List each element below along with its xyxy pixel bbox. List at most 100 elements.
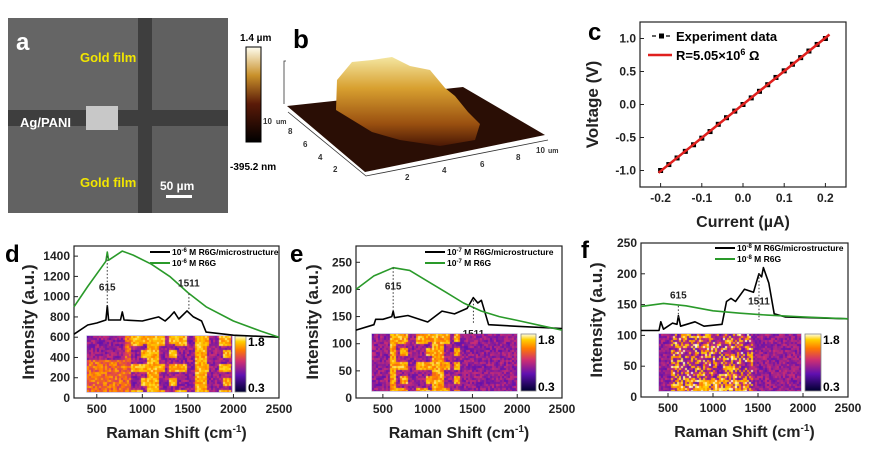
series-line [73, 305, 280, 338]
sers-mapping-image [372, 334, 517, 391]
afm-y-unit: um [276, 119, 287, 126]
x-axis-label-end: ) [241, 425, 246, 442]
series-line [657, 33, 831, 174]
legend-label-text: M R6G/microstructure [462, 247, 554, 257]
panel-letter-b: b [293, 24, 309, 54]
sers-mapping-image [87, 336, 232, 392]
afm-x-unit: um [548, 148, 559, 155]
y-tick-label: 1200 [43, 269, 70, 283]
y-tick-label: 250 [617, 236, 637, 250]
legend-label-text: M R6G [462, 258, 492, 268]
legend-label: 10-6 M R6G [172, 258, 216, 268]
legend-label-exp: -7 [456, 259, 462, 265]
y-tick-label: 0 [630, 390, 637, 404]
y-tick-label: 100 [617, 328, 637, 342]
series-line [641, 266, 849, 332]
y-tick-label: 0.0 [619, 98, 636, 112]
x-tick-label: 0.1 [776, 191, 793, 205]
legend-label: 10-6 M R6G/microstructure [172, 247, 279, 257]
y-tick-label: 150 [617, 298, 637, 312]
legend-label: 10-7 M R6G [447, 258, 491, 268]
y-tick-label: 200 [332, 282, 352, 296]
afm-colorbar-min: -395.2 nm [230, 162, 276, 173]
plot-frame [355, 245, 563, 399]
x-axis-label: Raman Shift (cm-1) [389, 424, 529, 442]
gold-film-label-top: Gold film [80, 50, 136, 65]
legend-label-exp: -6 [181, 248, 187, 254]
peak-label: 615 [670, 290, 687, 301]
x-tick-label: 2000 [790, 401, 817, 415]
y-tick-label: 800 [50, 310, 70, 324]
y-tick-label: 1.0 [619, 32, 636, 46]
y-tick-label: 1400 [43, 249, 70, 263]
legend-label-text: M R6G/microstructure [752, 243, 844, 253]
afm-y-tick-label: 2 [333, 165, 338, 174]
y-tick-label: 250 [332, 255, 352, 269]
legend-label-prefix: R=5.05×10 [676, 48, 740, 63]
series-line [355, 296, 563, 331]
afm-x-tick-label: 2 [405, 173, 410, 182]
legend-label-base: 10 [737, 243, 747, 253]
legend-marker [659, 33, 664, 39]
legend-label-exp: -7 [456, 248, 462, 254]
y-tick-label: -0.5 [615, 131, 636, 145]
x-tick-label: 1000 [129, 402, 156, 416]
x-tick-label: 1000 [414, 402, 441, 416]
mapping-colorbar [520, 333, 537, 392]
x-axis-label-text: Raman Shift (cm [106, 425, 232, 442]
x-tick-label: 1500 [459, 402, 486, 416]
peak-label: 1511 [748, 297, 770, 308]
afm-colorbar [245, 46, 262, 143]
y-tick-label: 0 [345, 391, 352, 405]
legend-label-base: 10 [737, 254, 747, 264]
x-tick-label: -0.1 [691, 191, 712, 205]
panel-a-sem-image: a Gold film Gold film Ag/PANI 50 µm [8, 18, 228, 213]
y-tick-label: 50 [624, 359, 638, 373]
legend-label-text: M R6G/microstructure [187, 247, 279, 257]
x-axis-label-text: Current (µA) [696, 214, 790, 231]
peak-label: 615 [99, 283, 116, 294]
mapping-colorbar-min: 0.3 [823, 380, 840, 394]
sers-mapping-image [659, 334, 801, 391]
y-axis-label: Voltage (V) [583, 61, 602, 149]
afm-colorbar-max: 1.4 µm [240, 33, 271, 44]
scale-bar-label: 50 µm [160, 179, 194, 193]
x-axis-label-text: Raman Shift (cm [674, 424, 800, 441]
legend-label-exp: -8 [746, 244, 752, 250]
y-tick-label: 400 [50, 350, 70, 364]
x-tick-label: 1500 [745, 401, 772, 415]
peak-label: 1511 [178, 279, 200, 290]
afm-x-tick-label: 8 [516, 153, 521, 162]
series-line [73, 250, 280, 338]
mapping-colorbar-max: 1.8 [823, 333, 840, 347]
legend-label-base: 10 [172, 258, 182, 268]
legend-label-suffix: Ω [745, 48, 759, 63]
mapping-colorbar-min: 0.3 [538, 380, 555, 394]
legend-label-text: M R6G [752, 254, 782, 264]
x-tick-label: 1500 [175, 402, 202, 416]
y-tick-label: 100 [332, 337, 352, 351]
y-tick-label: 200 [617, 267, 637, 281]
legend-label-base: 10 [172, 247, 182, 257]
afm-y-tick-label: 4 [318, 153, 323, 162]
x-tick-label: 2500 [549, 402, 576, 416]
y-axis-label: Intensity (a.u.) [19, 264, 38, 379]
legend-label-exp: 6 [740, 47, 745, 57]
legend-label-exp: -8 [746, 255, 752, 261]
legend-label: 10-7 M R6G/microstructure [447, 247, 554, 257]
y-tick-label: 150 [332, 310, 352, 324]
y-tick-label: 600 [50, 330, 70, 344]
afm-x-tick-label: 10 [536, 146, 545, 155]
y-tick-label: 200 [50, 371, 70, 385]
mapping-colorbar-min: 0.3 [248, 381, 265, 395]
x-axis-label-exp: -1 [801, 423, 810, 434]
afm-surface-feature [336, 57, 480, 146]
x-axis-label: Raman Shift (cm-1) [674, 423, 814, 441]
x-tick-label: 500 [87, 402, 107, 416]
panel-f-chart: f1.80.313 µm5001000150020002500050100150… [581, 236, 862, 441]
x-tick-label: 0.2 [817, 191, 834, 205]
plot-frame [640, 242, 849, 398]
x-axis-label-end: ) [809, 424, 814, 441]
